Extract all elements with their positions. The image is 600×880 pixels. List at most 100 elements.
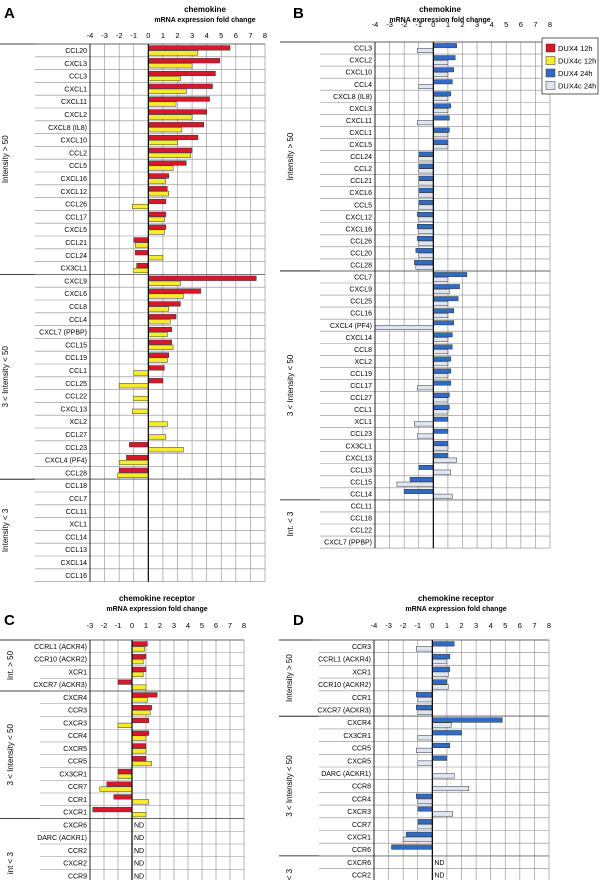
row-label: CXCL8 (IL8) [333,94,372,101]
bar-dux4c-12h [133,267,149,274]
bar-dux4-24h [432,679,448,685]
bar-dux4-12h [133,237,149,243]
row-label: CCR2 [68,848,87,855]
bar-dux4c-24h [418,168,434,174]
bar-dux4c-12h [132,408,149,414]
bar-dux4-24h [432,666,451,672]
row-label: XCL2 [69,419,87,426]
bar-dux4c-12h [148,357,168,363]
x-tick-label: 2 [158,621,162,630]
x-tick-label: 3 [190,31,194,40]
x-tick-label: 6 [234,31,238,40]
bar-dux4c-24h [433,72,449,77]
bar-dux4c-12h [148,447,184,453]
bar-dux4-12h [134,250,149,256]
row-note: ND [134,848,144,855]
x-tick-label: -1 [414,621,421,630]
x-tick-label: -4 [371,621,378,630]
bar-dux4c-24h [432,786,470,792]
bar-dux4-24h [433,308,455,314]
bar-dux4c-24h [432,773,455,779]
x-tick-label: -4 [87,31,94,40]
bar-dux4-12h [148,70,216,77]
row-label: CCL20 [65,48,87,55]
bar-dux4-24h [409,477,434,482]
panel-title: chemokine [184,5,226,14]
x-tick-label: 4 [489,621,493,630]
x-tick-label: 5 [200,621,204,630]
row-label: CCL11 [351,504,372,511]
bar-dux4c-24h [396,481,434,487]
bar-dux4c-12h [148,229,165,235]
bar-dux4-24h [416,692,433,698]
row-label: CCR7 [68,784,87,791]
bar-dux4-24h [433,440,449,446]
row-label: XCL1 [69,522,87,529]
bar-dux4c-12h [148,101,177,107]
bar-dux4-24h [433,272,468,278]
row-label: CCL27 [65,432,87,439]
row-label: CCL7 [69,496,87,503]
bar-dux4-24h [416,793,433,799]
x-tick-label: 3 [474,621,478,630]
legend-swatch [545,43,556,53]
bar-dux4c-12h [133,395,149,402]
bar-dux4c-24h [418,240,434,246]
row-label: XCR1 [352,669,371,676]
legend-label: DUX4c 12h [558,57,596,66]
x-tick-label: 5 [503,621,507,630]
row-label: CCR6 [352,847,371,854]
x-tick-label: 0 [146,31,150,40]
row-label: CXCR1 [347,834,371,841]
bar-dux4-12h [131,641,148,647]
bar-dux4-24h [417,819,433,825]
row-label: CXCR7 (ACKR3) [33,682,87,689]
x-tick-label: 5 [504,20,508,29]
row-label: CCL22 [65,394,87,401]
row-label: CCL15 [350,479,372,486]
row-label: XCL1 [354,419,372,426]
bar-dux4c-24h [433,397,449,403]
bar-dux4c-24h [416,646,433,652]
panel-subtitle: mRNA expression fold change [405,606,506,613]
row-label: CXCL3 [349,106,372,113]
bar-dux4-12h [129,442,149,448]
bar-dux4c-12h [148,139,178,146]
bar-dux4c-12h [131,761,152,767]
bar-dux4-24h [417,211,434,217]
bar-dux4-12h [148,326,172,333]
bar-dux4-12h [136,262,149,269]
row-label: CX3CL1 [346,443,373,450]
bar-dux4c-12h [131,799,150,805]
bar-dux4-24h [433,67,455,73]
bar-dux4c-24h [432,722,452,728]
x-tick-label: 8 [548,20,552,29]
row-label: CCL21 [65,240,87,247]
bar-dux4c-12h [148,331,168,338]
bar-dux4-12h [131,692,158,698]
row-label: CXCL4 (PF4) [330,323,372,330]
panel-letter: A [4,5,15,22]
bar-dux4c-24h [433,301,449,306]
row-label: CCR5 [68,759,87,766]
bar-dux4c-12h [99,786,133,792]
bar-dux4c-24h [432,659,448,665]
row-label: CXCL4 (PF4) [45,458,87,465]
row-label: CXCL6 [64,291,87,298]
row-label: CCL13 [350,467,372,474]
bar-dux4c-24h [417,433,434,439]
bar-dux4-12h [131,717,150,723]
bar-dux4-24h [433,139,449,145]
row-label: CXCL13 [61,406,88,413]
x-tick-label: 1 [161,31,165,40]
x-tick-label: 0 [130,621,134,630]
row-note: ND [134,861,144,868]
x-tick-label: 0 [431,20,435,29]
bar-dux4c-24h [416,747,433,753]
bar-dux4-24h [417,806,433,812]
row-label: CCL23 [350,431,372,438]
bar-dux4-24h [432,717,503,723]
row-label: CCL25 [350,299,372,306]
bar-dux4-12h [148,378,164,384]
